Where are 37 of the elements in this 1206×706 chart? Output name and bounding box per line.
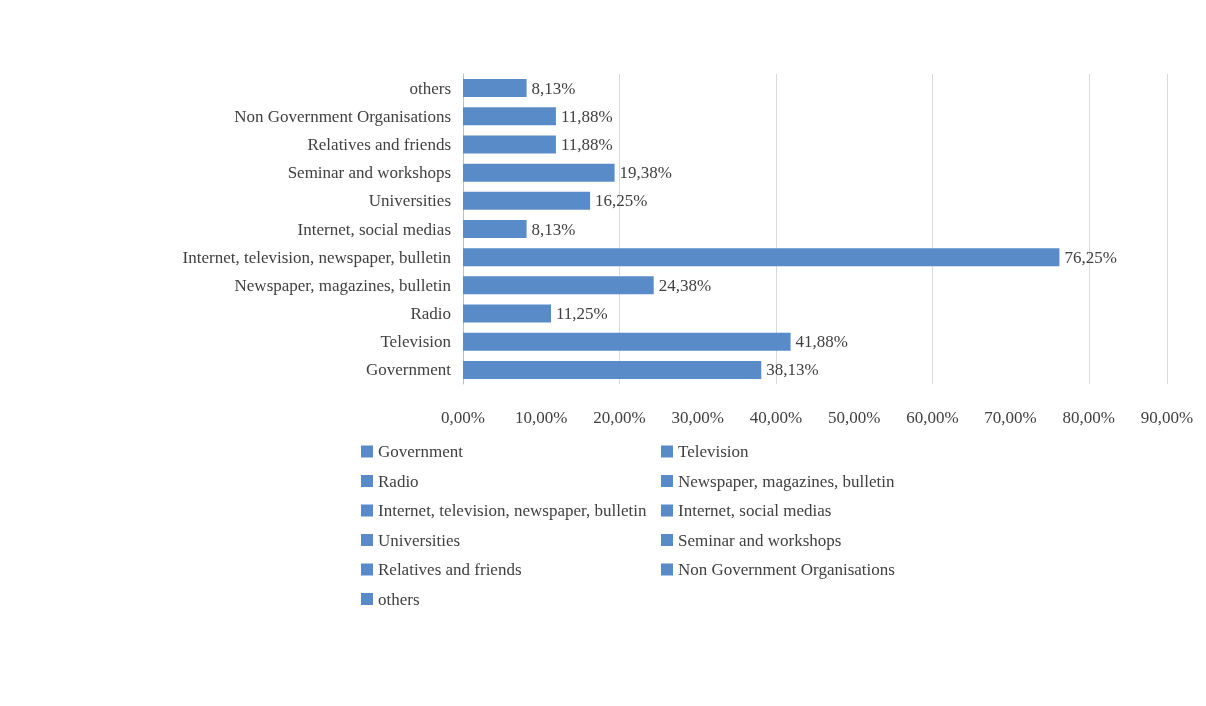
data-label: 8,13%	[531, 78, 576, 98]
y-tick-label: Universities	[368, 191, 451, 211]
data-label: 24,38%	[658, 275, 712, 295]
x-tick-label: 10,00%	[515, 408, 568, 427]
legend-label: Seminar and workshops	[678, 530, 842, 550]
legend-label: Newspaper, magazines, bulletin	[678, 471, 895, 491]
x-tick-label: 50,00%	[827, 408, 881, 427]
x-tick-label: 60,00%	[906, 408, 959, 427]
y-tick-label: Internet, social medias	[297, 219, 451, 239]
y-tick-label: Seminar and workshops	[287, 163, 451, 183]
data-label: 19,38%	[619, 163, 673, 183]
y-tick-label: Radio	[410, 304, 451, 324]
x-tick-label: 30,00%	[671, 408, 724, 427]
y-tick-label: Newspaper, magazines, bulletin	[234, 275, 452, 295]
data-label: 41,88%	[795, 332, 849, 352]
y-tick-label: Non Government Organisations	[234, 106, 451, 126]
legend-label: Non Government Organisations	[678, 560, 895, 579]
x-tick-label: 90,00%	[1140, 408, 1194, 427]
x-tick-label: 20,00%	[593, 408, 646, 427]
x-tick-label: 80,00%	[1062, 408, 1115, 427]
y-tick-label: others	[409, 78, 451, 98]
legend-label: Television	[678, 442, 750, 461]
data-label: 11,88%	[560, 106, 613, 126]
data-label: 11,88%	[560, 134, 613, 154]
x-tick-label: 40,00%	[749, 408, 803, 427]
legend-label: Internet, social medias	[678, 501, 832, 520]
y-tick-label: Government	[366, 360, 452, 380]
x-tick-label: 0,00%	[441, 408, 485, 427]
x-tick-label: 70,00%	[984, 408, 1037, 427]
y-tick-label: Relatives and friends	[307, 134, 451, 154]
data-label: 11,25%	[556, 304, 608, 324]
y-tick-label: Television	[380, 332, 452, 352]
data-label: 38,13%	[766, 360, 819, 380]
data-label: 76,25%	[1064, 247, 1117, 267]
data-label: 8,13%	[531, 219, 576, 239]
data-label: 16,25%	[595, 191, 648, 211]
y-tick-label: Internet, television, newspaper, bulletin	[182, 247, 452, 267]
